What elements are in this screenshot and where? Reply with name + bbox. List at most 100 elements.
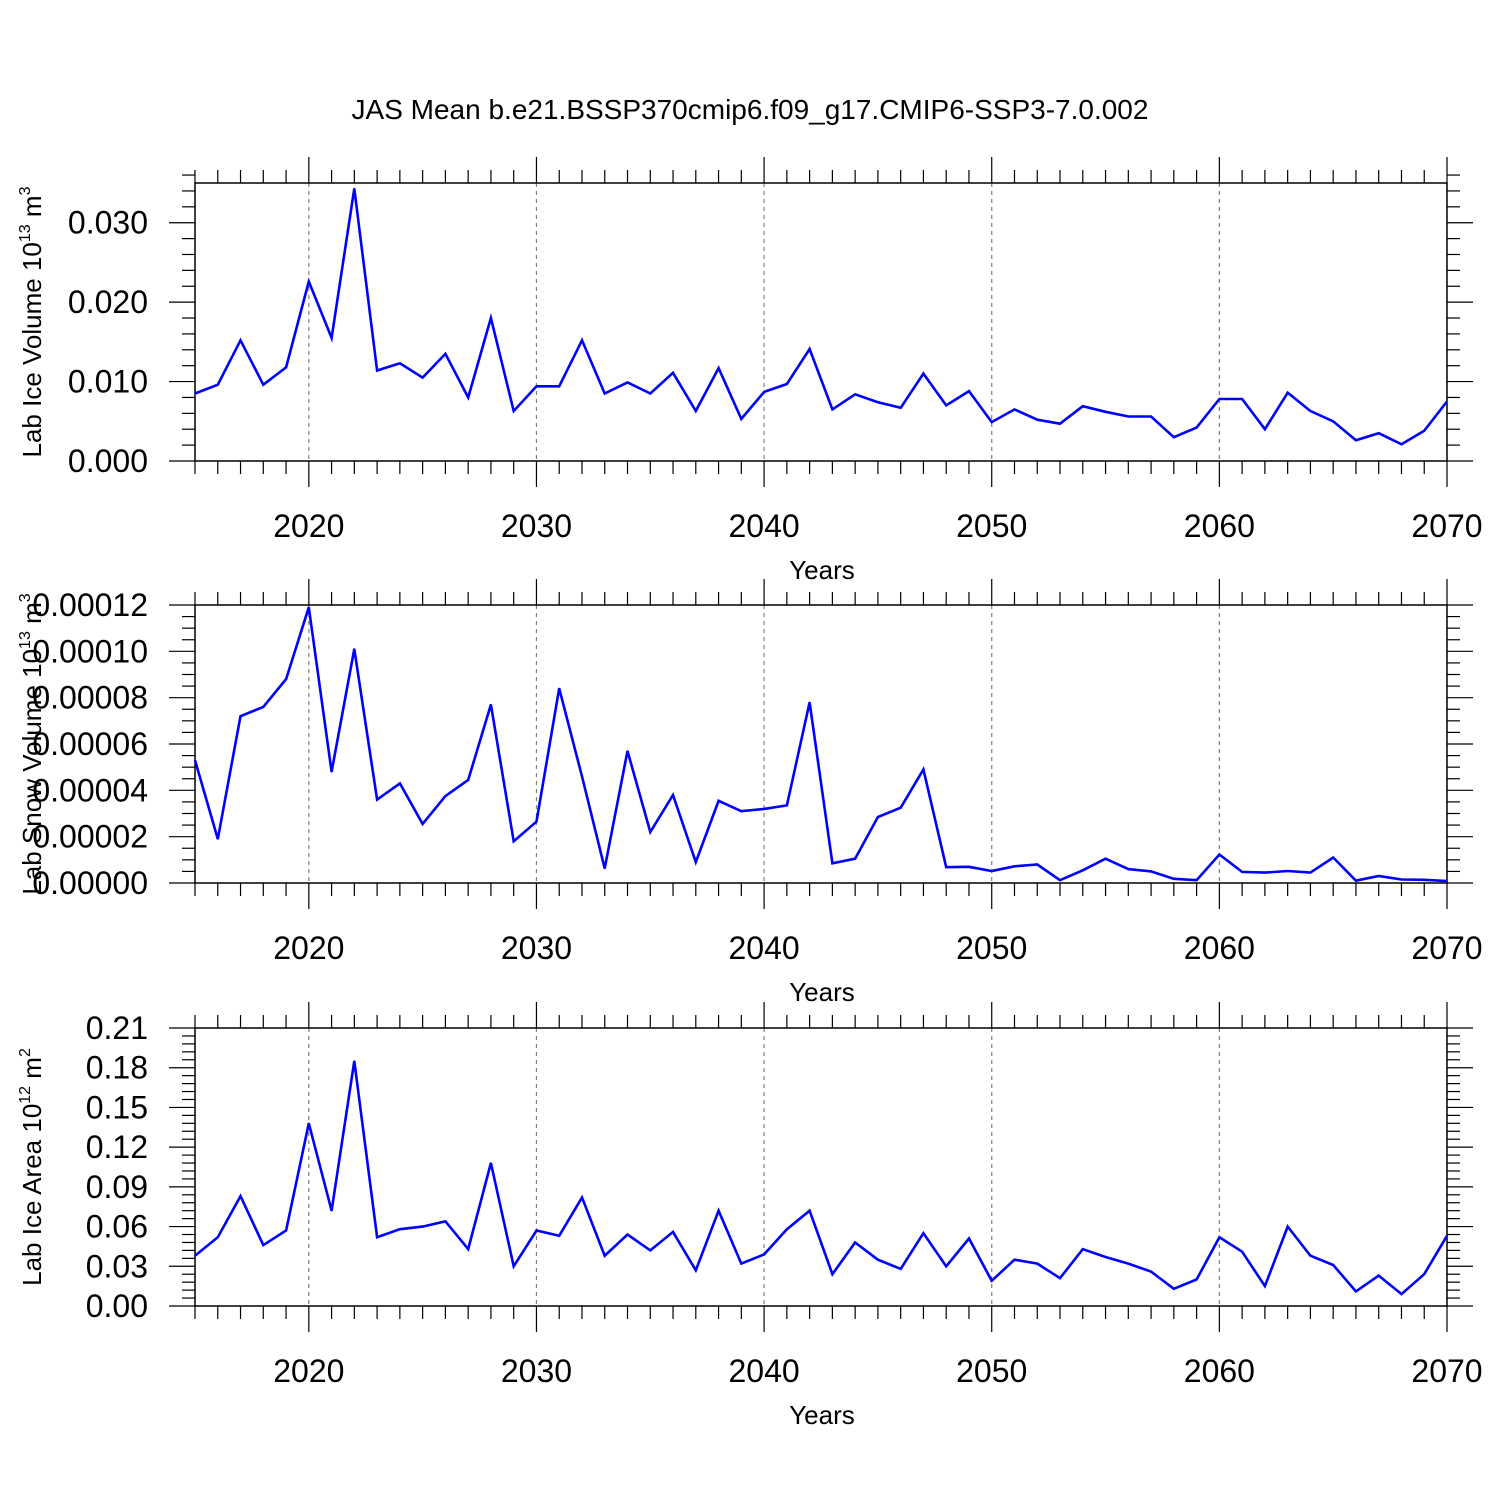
data-point [217,1236,219,1238]
data-point [1446,400,1448,403]
data-point [512,1265,515,1268]
data-point [672,1231,674,1233]
data-point [581,1196,583,1199]
data-point [490,317,492,319]
y-tick-label: 0.00010 [32,633,148,669]
data-point [945,866,947,868]
data-point [763,808,765,810]
y-axis-title-ylabel-unit-exp: 3 [17,186,34,195]
y-tick-label: 0.00006 [32,726,148,762]
data-point [763,1253,765,1256]
y-axis-title-ylabel-unit-exp: 3 [17,593,34,602]
y-tick-label: 0.010 [68,364,148,400]
y-axis-title-ylabel-unit: m [17,1057,47,1086]
data-point [990,1280,993,1282]
data-point [421,376,424,379]
data-point [376,1236,378,1238]
data-point [808,348,811,350]
y-tick-label: 0.030 [68,205,148,241]
data-point [672,372,674,374]
data-point [740,418,743,420]
x-tick-label: 2040 [728,508,799,544]
data-point [717,367,720,369]
data-point [1150,870,1152,873]
data-point [194,1254,196,1257]
x-axis-title: Years [789,1400,855,1430]
data-point [899,1268,902,1270]
data-point [763,391,765,393]
data-point [695,1269,697,1272]
x-tick-label: 2070 [1411,930,1482,966]
data-point [1423,430,1425,432]
y-axis-title-ylabel: Lab Ice Volume 10 [17,242,47,457]
data-point [831,862,834,865]
data-point [217,838,219,840]
x-tick-label: 2020 [273,1353,344,1389]
data-point [1241,871,1243,873]
x-tick-label: 2070 [1411,1353,1482,1389]
plot-frame [194,182,1448,462]
data-point [1082,405,1084,408]
data-point [1150,415,1152,418]
data-point [285,1229,287,1232]
data-point [1355,1290,1357,1293]
data-point [1013,408,1016,411]
y-axis-title-ylabel: Lab Ice Area 10 [17,1104,47,1286]
x-tick-label: 2050 [956,930,1027,966]
y-axis-title-ylabel: Lab Snow Volume 10 [17,649,47,895]
data-point [1309,410,1312,412]
data-point [1309,871,1312,874]
data-point [444,1220,447,1223]
y-axis-title: Lab Snow Volume 1013 m3 [17,593,47,894]
data-point [603,1254,606,1257]
x-tick-label: 2060 [1184,508,1255,544]
data-point [581,775,583,778]
data-point [490,1162,492,1164]
data-point [308,606,310,609]
data-point [1446,1235,1448,1237]
data-point [1332,856,1334,859]
x-tick-label: 2020 [273,930,344,966]
data-point [490,703,492,706]
data-point [1036,863,1039,866]
data-point [558,1235,560,1237]
y-axis-title-ylabel-unit-exp: 2 [17,1048,34,1057]
data-point [808,701,811,704]
data-point [1332,420,1334,423]
data-point [194,759,196,761]
data-point [968,390,970,392]
data-point [1264,428,1266,431]
data-point [217,383,219,386]
data-point [1264,1285,1266,1287]
data-point [1059,422,1061,425]
data-point [922,372,925,375]
data-point [467,779,470,781]
y-axis-title-ylabel-unit: m [17,195,47,224]
data-point [1104,857,1107,860]
y-tick-label: 0.15 [86,1089,148,1125]
data-point [1127,1262,1130,1265]
y-tick-label: 0.00002 [32,819,148,855]
data-point [308,1122,310,1125]
data-point [467,1248,470,1250]
data-point [285,678,287,680]
y-tick-label: 0.020 [68,284,148,320]
data-point [1377,1274,1380,1277]
data-point [854,1241,856,1244]
data-point [444,353,447,355]
data-point [239,339,242,342]
y-axis-title-ylabel-exp: 12 [17,1086,34,1104]
y-tick-label: 0.00004 [32,772,148,808]
series-line [194,188,1449,446]
y-axis-title-ylabel-exp: 13 [17,224,34,242]
data-point [831,1273,834,1275]
data-point [1036,418,1039,421]
x-tick-label: 2030 [501,930,572,966]
data-point [626,750,629,752]
data-point [421,823,424,825]
data-point [1218,853,1221,856]
data-point [1104,411,1107,413]
data-point [330,771,333,773]
data-point [695,861,697,863]
data-point [1150,1270,1152,1273]
